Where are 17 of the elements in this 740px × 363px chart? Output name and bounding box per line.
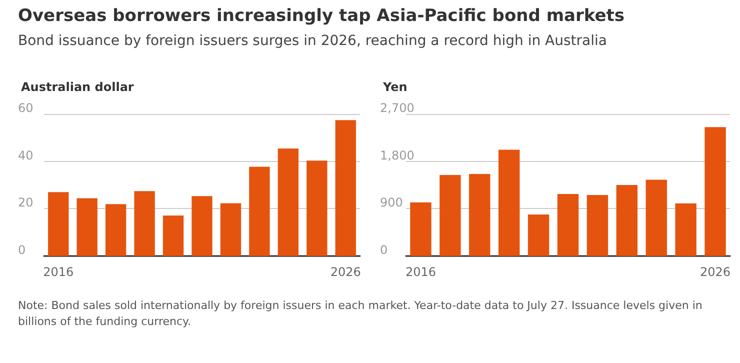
y-tick-label: 900 <box>380 196 403 210</box>
y-tick-label: 20 <box>18 196 34 210</box>
x-tick-label: 2016 <box>405 265 436 279</box>
y-axis-title: Yen <box>382 80 408 94</box>
x-tick-label: 2016 <box>43 265 74 279</box>
y-tick-label: 2,700 <box>380 101 414 115</box>
chart-title: Overseas borrowers increasingly tap Asia-Pacific bond markets <box>18 6 625 26</box>
text: Note: Bond sales sold internationally by foreign issuers in each market. Year-to-date data to July 27. Issuance levels given in billions of the funding currency. <box>18 298 704 330</box>
x-tick-label: 2026 <box>330 265 361 279</box>
x-tick-label: 2026 <box>700 265 731 279</box>
y-tick-label: 60 <box>18 101 34 115</box>
y-tick-label: 1,800 <box>380 148 414 162</box>
y-tick-label: 0 <box>380 243 388 257</box>
y-axis-title: Australian dollar <box>21 80 134 94</box>
y-tick-label: 0 <box>18 243 26 257</box>
chart-subtitle: Bond issuance by foreign issuers surges in 2026, reaching a record high in Australia <box>18 33 607 49</box>
y-tick-label: 40 <box>18 148 34 162</box>
